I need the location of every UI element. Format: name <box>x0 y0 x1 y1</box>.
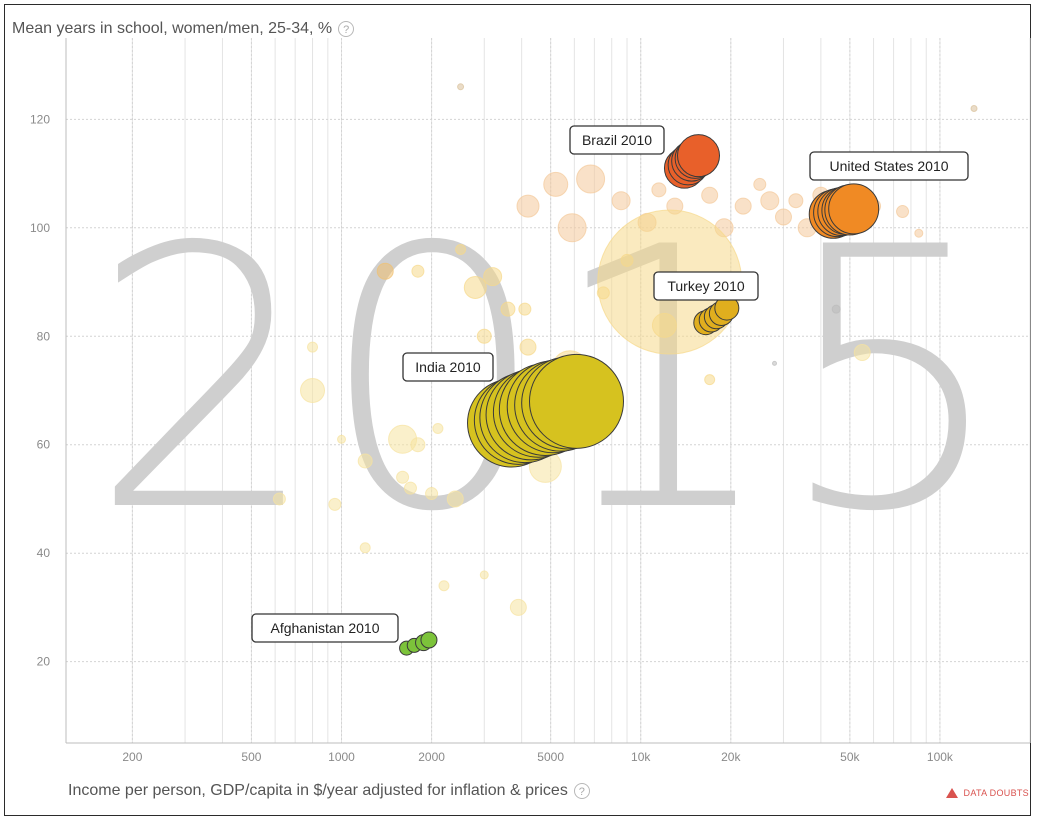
country-bubble <box>411 264 425 278</box>
country-bubble <box>307 341 319 353</box>
country-bubble <box>455 244 467 255</box>
country-bubble <box>772 360 778 366</box>
x-tick-label: 50k <box>840 750 860 764</box>
country-bubble <box>300 378 326 403</box>
data-doubts-label: DATA DOUBTS <box>963 788 1029 798</box>
country-bubble <box>651 182 667 198</box>
country-bubble <box>457 83 465 91</box>
highlighted-bubble <box>420 631 438 649</box>
highlighted-bubble <box>677 134 721 178</box>
country-bubble <box>500 301 516 317</box>
country-bubble <box>403 481 417 495</box>
country-bubble <box>651 312 677 338</box>
x-tick-label: 100k <box>927 750 954 764</box>
country-bubble <box>543 171 569 197</box>
callout-label: Brazil 2010 <box>582 132 652 148</box>
callout-label: United States 2010 <box>829 158 948 174</box>
country-bubble <box>425 487 439 501</box>
country-bubble <box>788 193 804 209</box>
series-callout[interactable]: Brazil 2010 <box>569 125 665 155</box>
x-tick-label: 500 <box>241 750 261 764</box>
x-tick-label: 20k <box>721 750 741 764</box>
country-bubble <box>760 191 780 211</box>
country-bubble <box>446 490 464 508</box>
country-bubble <box>432 422 444 434</box>
y-tick-label: 100 <box>30 221 50 235</box>
callout-box <box>251 613 399 643</box>
y-tick-label: 20 <box>37 655 51 669</box>
callout-box <box>569 125 665 155</box>
x-tick-label: 5000 <box>537 750 564 764</box>
highlighted-bubble <box>528 353 624 449</box>
country-bubble <box>438 580 450 592</box>
country-bubble <box>620 253 634 267</box>
data-doubts-link[interactable]: DATA DOUBTS <box>945 788 1029 798</box>
country-bubble <box>596 286 610 300</box>
y-tick-label: 60 <box>37 438 51 452</box>
series-callout[interactable]: Turkey 2010 <box>653 271 759 301</box>
callout-label: Turkey 2010 <box>667 278 745 294</box>
country-bubble <box>518 302 532 316</box>
country-bubble <box>831 304 841 314</box>
country-bubble <box>611 191 631 211</box>
warning-icon <box>945 788 958 798</box>
country-bubble <box>509 598 527 616</box>
y-tick-label: 120 <box>30 112 50 126</box>
y-axis-help-icon[interactable]: ? <box>338 21 355 37</box>
series-callout[interactable]: Afghanistan 2010 <box>251 613 399 643</box>
country-bubble <box>519 338 537 356</box>
callout-box <box>809 151 969 181</box>
y-axis-title-text: Mean years in school, women/men, 25-34, … <box>12 20 333 37</box>
country-bubble <box>410 437 426 453</box>
country-bubble <box>376 262 394 280</box>
x-tick-label: 1000 <box>328 750 355 764</box>
country-bubble <box>753 177 767 191</box>
country-bubble <box>914 228 924 238</box>
country-bubble <box>396 470 410 484</box>
y-axis-title[interactable]: Mean years in school, women/men, 25-34, … <box>12 20 355 38</box>
country-bubble <box>774 208 792 226</box>
x-tick-label: 10k <box>631 750 651 764</box>
y-tick-label: 40 <box>37 546 51 560</box>
series-callout[interactable]: India 2010 <box>402 352 494 382</box>
country-bubble <box>359 542 371 554</box>
x-axis-title-text: Income per person, GDP/capita in $/year … <box>68 782 568 799</box>
country-bubble <box>853 344 871 362</box>
country-bubble <box>576 164 606 194</box>
x-axis-title[interactable]: Income per person, GDP/capita in $/year … <box>68 782 590 800</box>
series-callout[interactable]: United States 2010 <box>809 151 969 181</box>
x-tick-label: 200 <box>122 750 142 764</box>
callout-box <box>402 352 494 382</box>
callout-label: India 2010 <box>415 359 481 375</box>
country-bubble <box>272 492 286 506</box>
country-bubble <box>970 105 978 112</box>
highlighted-bubble <box>828 183 880 235</box>
callout-label: Afghanistan 2010 <box>271 620 380 636</box>
x-axis-help-icon[interactable]: ? <box>573 783 590 799</box>
country-bubble <box>701 186 719 204</box>
country-bubble <box>463 275 487 299</box>
country-bubble <box>896 205 910 219</box>
country-bubble <box>483 267 503 287</box>
country-bubble <box>704 374 716 386</box>
callout-box <box>653 271 759 301</box>
country-bubble <box>734 197 752 215</box>
country-bubble <box>328 497 342 511</box>
country-bubble <box>337 434 347 444</box>
y-tick-label: 80 <box>37 329 51 343</box>
country-bubble <box>516 194 540 218</box>
x-tick-label: 2000 <box>418 750 445 764</box>
country-bubble <box>357 453 373 469</box>
country-bubble <box>557 213 587 243</box>
country-bubble <box>479 570 489 580</box>
country-bubble <box>476 328 492 344</box>
